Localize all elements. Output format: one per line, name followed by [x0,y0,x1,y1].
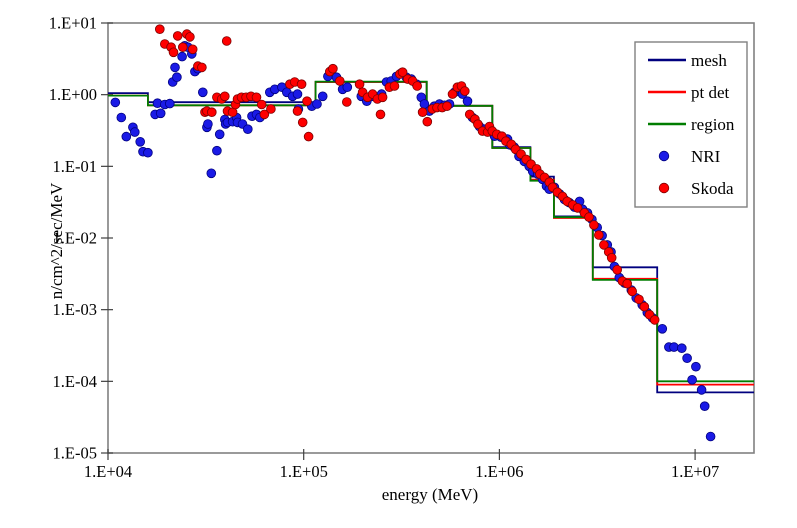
data-point-Skoda [296,79,307,89]
x-axis-title: energy (MeV) [381,485,479,504]
data-point-Skoda [185,32,195,42]
data-point-NRI [669,342,679,352]
data-point-Skoda [649,315,660,325]
data-point-Skoda [259,109,270,120]
data-point-NRI [165,98,175,109]
x-tick-label: 1.E+06 [475,462,523,481]
data-point-NRI [292,89,303,99]
data-point-Skoda [442,101,452,111]
data-point-Skoda [187,44,198,55]
data-point-Skoda [256,99,267,110]
data-point-NRI [687,374,697,385]
data-point-NRI [312,99,322,109]
data-point-Skoda [459,86,470,96]
data-point-Skoda [221,36,232,46]
data-point-NRI [155,108,166,119]
data-point-NRI [170,62,180,73]
data-point-NRI [342,82,353,92]
data-point-Skoda [639,301,650,312]
data-point-Skoda [292,106,303,116]
data-point-Skoda [447,89,458,99]
data-point-Skoda [599,240,609,250]
data-point-Skoda [155,24,165,35]
data-point-NRI [203,119,213,129]
data-point-Skoda [303,131,314,142]
legend-marker-NRI [658,150,670,162]
data-point-Skoda [172,31,183,41]
data-point-Skoda [266,104,276,114]
data-point-Skoda [178,42,188,52]
data-point-Skoda [302,96,312,106]
data-point-Skoda [168,47,179,58]
data-point-Skoda [593,230,604,240]
data-point-Skoda [634,294,644,305]
data-point-NRI [212,145,222,156]
data-point-Skoda [297,117,308,128]
y-tick-label: 1.E-02 [53,229,97,248]
x-tick-label: 1.E+07 [671,462,719,481]
legend-label-pt-det: pt det [691,83,730,102]
data-point-NRI [172,72,182,82]
data-point-NRI [130,127,140,137]
data-point-NRI [682,353,692,364]
data-point-NRI [198,87,208,98]
data-point-NRI [116,112,127,123]
data-point-Skoda [417,107,428,117]
y-tick-label: 1.E-04 [53,372,97,391]
data-point-NRI [177,51,187,62]
data-point-Skoda [422,116,433,127]
legend-label-Skoda: Skoda [691,179,734,198]
data-point-Skoda [606,252,617,263]
data-point-NRI [691,361,701,372]
data-point-Skoda [375,109,386,120]
data-point-Skoda [412,81,423,91]
data-point-Skoda [328,63,338,74]
data-point-Skoda [354,79,365,89]
data-point-NRI [121,131,132,142]
y-tick-label: 1.E-05 [53,444,97,463]
data-point-Skoda [584,212,594,222]
data-point-Skoda [627,286,637,297]
data-point-NRI [696,385,707,395]
data-point-NRI [243,124,253,134]
legend-label-region: region [691,115,735,134]
x-tick-label: 1.E+04 [84,462,132,481]
data-point-Skoda [589,220,599,230]
data-point-Skoda [622,278,632,289]
data-point-NRI [143,147,153,158]
data-point-Skoda [473,119,483,129]
data-point-Skoda [377,92,388,103]
data-point-Skoda [207,107,217,117]
data-point-NRI [206,168,217,179]
y-axis-title: n/cm^2/sec/MeV [47,182,66,300]
data-point-NRI [462,96,473,106]
data-point-Skoda [397,67,408,77]
data-point-NRI [705,431,716,442]
data-point-Skoda [572,203,583,213]
legend-label-NRI: NRI [691,147,721,166]
data-point-NRI [110,97,121,108]
y-tick-label: 1.E+01 [49,14,97,33]
legend-marker-Skoda [658,182,670,194]
data-point-NRI [657,323,668,334]
data-point-NRI [317,91,328,102]
data-point-NRI [214,129,225,140]
data-point-Skoda [197,62,207,73]
data-point-Skoda [334,76,345,86]
data-point-NRI [135,137,146,147]
legend-label-mesh: mesh [691,51,727,70]
x-tick-label: 1.E+05 [280,462,328,481]
y-tick-label: 1.E+00 [49,85,97,104]
y-tick-label: 1.E-01 [53,157,97,176]
data-point-Skoda [341,97,352,107]
data-point-NRI [699,401,710,412]
data-point-Skoda [220,91,230,102]
data-point-Skoda [612,264,622,275]
data-point-Skoda [389,81,400,91]
data-point-Skoda [251,92,262,103]
y-tick-label: 1.E-03 [53,300,97,319]
data-point-NRI [676,343,687,354]
